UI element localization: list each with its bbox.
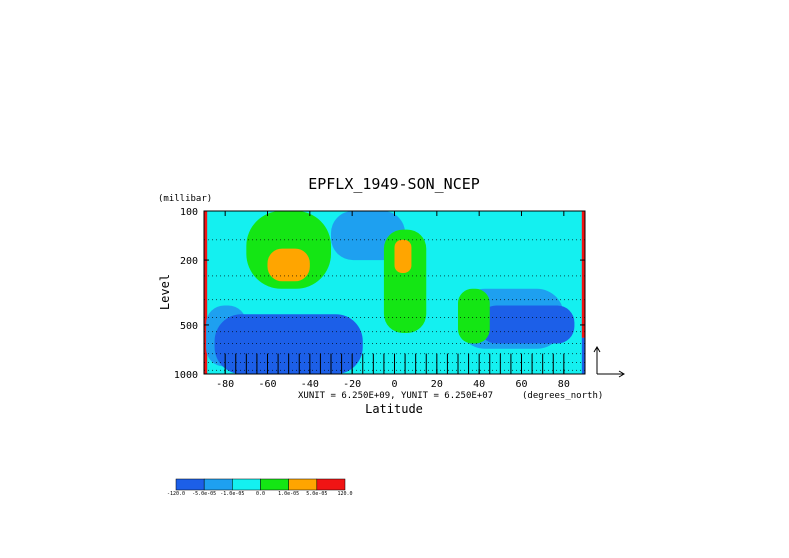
y-units-label: (millibar) bbox=[158, 194, 212, 204]
colorbar-swatch bbox=[260, 478, 289, 491]
field-region bbox=[479, 305, 575, 344]
x-tick-label: 60 bbox=[515, 379, 527, 390]
x-tick-label: 80 bbox=[558, 379, 570, 390]
x-units-label: (degrees_north) bbox=[522, 391, 603, 401]
colorbar: -120.0 -5.0e-05 -1.0e-05 0.0 1.0e-05 5.0e-05 1… bbox=[167, 478, 353, 497]
chart-title: EPFLX_1949-SON_NCEP bbox=[308, 175, 480, 193]
colorbar-label: -120.0 bbox=[167, 491, 185, 497]
plot-area bbox=[204, 211, 585, 374]
x-tick-label: -40 bbox=[301, 379, 319, 390]
y-tick-label: 100 bbox=[180, 207, 198, 218]
colorbar-label: -1.0e-05 bbox=[220, 491, 244, 497]
field-region bbox=[458, 288, 490, 344]
colorbar-label: 0.0 bbox=[256, 491, 265, 497]
field-region bbox=[267, 248, 310, 282]
reference-arrow-horizontal-head bbox=[618, 370, 625, 378]
colorbar-label: 1.0e-05 bbox=[278, 491, 299, 497]
x-axis-label: Latitude bbox=[365, 402, 423, 416]
field-region bbox=[581, 211, 585, 338]
colorbar-swatch bbox=[203, 478, 233, 491]
colorbar-label: 5.0e-05 bbox=[306, 491, 327, 497]
unit-note: XUNIT = 6.250E+09, YUNIT = 6.250E+07 bbox=[298, 391, 493, 401]
y-tick-label: 500 bbox=[180, 321, 198, 332]
reference-arrows bbox=[593, 346, 625, 378]
x-tick-label: 40 bbox=[473, 379, 485, 390]
x-tick-label: 20 bbox=[431, 379, 443, 390]
colorbar-label: 120.0 bbox=[337, 491, 352, 497]
x-tick-label: -20 bbox=[343, 379, 361, 390]
field-region bbox=[214, 314, 363, 374]
y-axis-ticks: 100 200 500 1000 bbox=[174, 207, 585, 381]
field-region bbox=[204, 211, 208, 374]
colorbar-swatch bbox=[232, 478, 261, 491]
y-axis-label: Level bbox=[158, 274, 172, 310]
field-region bbox=[581, 337, 585, 374]
x-tick-label: -60 bbox=[258, 379, 276, 390]
x-tick-label: 0 bbox=[391, 379, 397, 390]
colorbar-swatch bbox=[288, 478, 318, 491]
reference-arrow-vertical-head bbox=[593, 346, 601, 353]
x-tick-label: -80 bbox=[216, 379, 234, 390]
y-tick-label: 1000 bbox=[174, 370, 198, 381]
colorbar-swatch bbox=[316, 478, 346, 491]
colorbar-label: -5.0e-05 bbox=[192, 491, 216, 497]
x-axis-ticks: -80 -60 -40 -20 0 20 40 60 80 bbox=[216, 211, 570, 390]
field-region bbox=[394, 239, 412, 273]
y-tick-label: 200 bbox=[180, 256, 198, 267]
colorbar-swatch bbox=[175, 478, 205, 491]
